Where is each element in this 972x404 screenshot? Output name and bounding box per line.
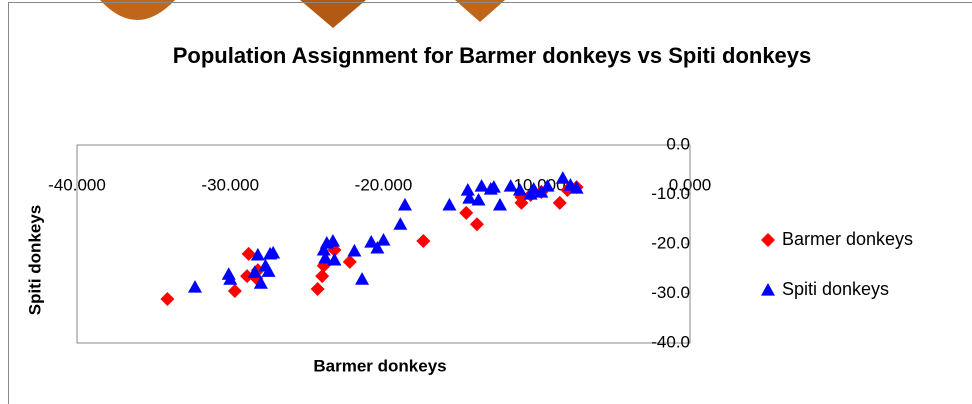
point	[315, 269, 330, 284]
y-tick-label: 0.0	[666, 134, 690, 153]
point	[364, 235, 379, 248]
y-tick-label: -20.0	[651, 233, 690, 252]
point	[355, 272, 370, 285]
point	[474, 179, 489, 192]
y-tick-label: -10.0	[651, 184, 690, 203]
point	[318, 250, 333, 264]
point	[376, 233, 391, 246]
point	[460, 183, 475, 196]
point	[223, 272, 238, 285]
point	[342, 254, 357, 269]
x-axis-title: Barmer donkeys	[313, 356, 446, 375]
point	[397, 197, 412, 211]
point	[512, 183, 527, 196]
point	[569, 181, 584, 194]
point	[471, 192, 486, 206]
point	[552, 195, 567, 210]
point	[227, 284, 242, 299]
point	[266, 245, 281, 259]
decoration	[300, 0, 366, 28]
point	[503, 179, 518, 192]
point	[241, 246, 256, 261]
point	[393, 217, 408, 230]
point	[526, 182, 541, 195]
legend-label: Spiti donkeys	[782, 279, 889, 299]
legend-label: Barmer donkeys	[782, 229, 913, 249]
point	[370, 240, 385, 254]
y-axis-title: Spiti donkeys	[25, 205, 44, 316]
point	[555, 171, 570, 184]
point	[250, 247, 265, 261]
decoration	[100, 0, 175, 20]
x-tick-label: -40.000	[48, 175, 106, 194]
point	[240, 269, 255, 284]
legend-marker	[761, 233, 775, 247]
point	[416, 234, 431, 249]
point	[310, 282, 325, 297]
point	[261, 264, 276, 277]
y-tick-label: -30.0	[651, 283, 690, 302]
point	[459, 205, 474, 220]
point	[325, 234, 340, 247]
legend-marker	[761, 283, 775, 296]
chart-title: Population Assignment for Barmer donkeys…	[172, 43, 812, 68]
point	[486, 180, 501, 193]
point	[253, 276, 268, 289]
point	[188, 280, 203, 293]
point	[469, 217, 484, 232]
point	[442, 197, 457, 211]
point	[160, 291, 175, 306]
decoration	[455, 0, 505, 22]
point	[462, 190, 477, 204]
x-tick-label: -30.000	[201, 175, 259, 194]
point	[316, 242, 331, 256]
point	[247, 265, 262, 278]
point	[347, 243, 362, 257]
y-tick-label: -40.0	[651, 332, 690, 351]
point	[540, 179, 555, 192]
point	[492, 197, 507, 211]
x-tick-label: -20.000	[355, 175, 413, 194]
